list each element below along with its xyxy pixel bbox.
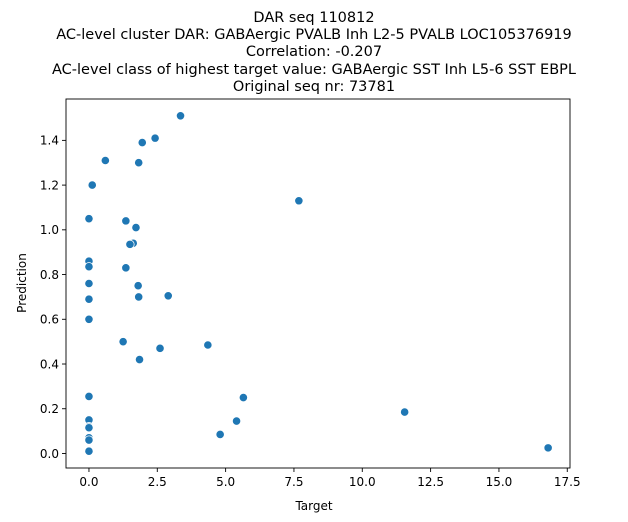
data-point <box>84 294 94 304</box>
data-point <box>121 216 131 226</box>
x-axis-ticks: 0.0 2.5 5.0 7.5 10.0 12.5 15.0 17.5 <box>79 468 581 489</box>
data-point <box>84 278 94 289</box>
data-point <box>150 133 160 143</box>
data-point <box>84 214 94 224</box>
x-tick-label: 17.5 <box>554 475 581 489</box>
y-tick-label: 0.2 <box>40 402 59 416</box>
data-point <box>134 292 144 302</box>
data-point <box>118 337 128 347</box>
data-point <box>131 222 141 233</box>
y-axis-label: Prediction <box>15 253 29 313</box>
data-point <box>238 392 248 403</box>
data-point <box>87 180 97 190</box>
data-point <box>134 354 145 365</box>
data-point <box>215 429 225 440</box>
y-tick-label: 1.2 <box>40 178 59 192</box>
title-line-5: Original seq nr: 73781 <box>233 79 395 95</box>
data-point <box>84 314 94 324</box>
data-point <box>133 281 143 291</box>
data-point <box>84 423 94 433</box>
data-point <box>163 291 173 301</box>
x-tick-label: 10.0 <box>349 475 376 489</box>
x-tick-label: 0.0 <box>79 475 98 489</box>
title-line-4: AC-level class of highest target value: … <box>52 62 576 78</box>
data-point <box>231 416 242 426</box>
data-point <box>125 239 135 249</box>
data-point <box>137 138 147 148</box>
y-tick-label: 0.0 <box>40 447 59 461</box>
x-tick-label: 12.5 <box>417 475 444 489</box>
data-point <box>543 443 553 453</box>
data-point <box>100 155 110 166</box>
x-axis-label: Target <box>294 499 332 513</box>
plot-area-frame <box>65 98 571 469</box>
y-tick-label: 1.0 <box>40 223 59 237</box>
y-axis-ticks: 0.0 0.2 0.4 0.6 0.8 1.0 1.2 1.4 <box>40 134 66 461</box>
data-point <box>84 391 94 402</box>
x-tick-label: 7.5 <box>284 475 303 489</box>
y-tick-label: 0.6 <box>40 313 59 327</box>
data-point <box>203 340 213 350</box>
data-point <box>400 407 410 417</box>
x-tick-label: 15.0 <box>486 475 513 489</box>
y-tick-label: 0.4 <box>40 357 59 371</box>
title-line-2: AC-level cluster DAR: GABAergic PVALB In… <box>56 27 572 43</box>
data-point <box>175 111 186 121</box>
x-tick-label: 2.5 <box>148 475 167 489</box>
x-tick-label: 5.0 <box>216 475 235 489</box>
y-tick-label: 1.4 <box>40 134 59 148</box>
title-line-3: Correlation: -0.207 <box>246 44 382 60</box>
data-point <box>294 196 304 206</box>
y-tick-label: 0.8 <box>40 268 59 282</box>
data-point <box>84 446 94 456</box>
title-line-1: DAR seq 110812 <box>253 10 374 26</box>
chart-title: DAR seq 110812 AC-level cluster DAR: GAB… <box>52 10 576 95</box>
data-point <box>121 263 131 273</box>
data-point <box>84 435 94 445</box>
data-point <box>155 343 165 353</box>
data-point <box>84 262 94 272</box>
data-points <box>84 111 553 456</box>
data-point <box>134 158 144 168</box>
